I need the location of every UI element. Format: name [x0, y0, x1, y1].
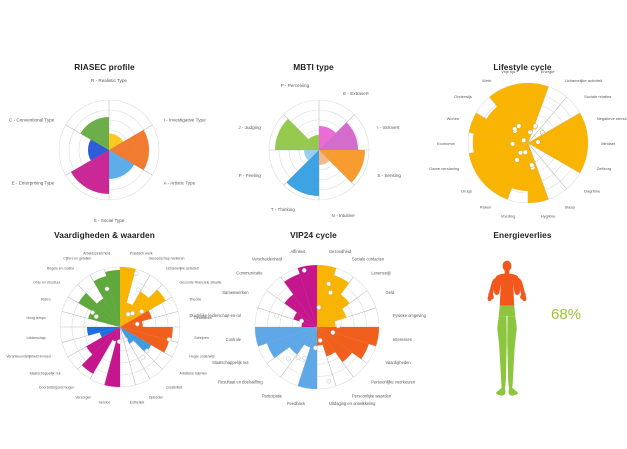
- svg-text:Wonen: Wonen: [447, 116, 460, 121]
- svg-text:Participatie: Participatie: [262, 394, 283, 399]
- svg-text:Leiderschap: Leiderschap: [27, 336, 46, 340]
- svg-text:C - Conventional Type: C - Conventional Type: [9, 118, 55, 123]
- svg-text:Verscheidenheid: Verscheidenheid: [252, 257, 283, 262]
- svg-text:Verzorgen: Verzorgen: [75, 395, 91, 399]
- svg-text:I - Introvert: I - Introvert: [377, 125, 400, 130]
- svg-text:Economie: Economie: [437, 141, 456, 146]
- svg-text:F - Feeling: F - Feeling: [239, 173, 261, 178]
- svg-text:Sociale contacten: Sociale contacten: [352, 257, 385, 262]
- svg-text:Regels en routine: Regels en routine: [47, 267, 74, 271]
- svg-text:Interesses: Interesses: [393, 337, 412, 342]
- svg-text:Gezondheid: Gezondheid: [329, 249, 352, 254]
- svg-text:Hoog tempo: Hoog tempo: [27, 316, 46, 320]
- svg-text:Roken: Roken: [480, 205, 492, 210]
- svg-text:Theorie: Theorie: [189, 297, 201, 301]
- svg-text:Resultaat en doelstelling: Resultaat en doelstelling: [218, 379, 263, 384]
- svg-text:Maatschappelijk nut: Maatschappelijk nut: [212, 360, 249, 365]
- svg-text:Zelfzorg: Zelfzorg: [597, 166, 611, 171]
- svg-text:Vaardigheden: Vaardigheden: [386, 360, 412, 365]
- svg-text:Negatieve stress: Negatieve stress: [597, 116, 627, 121]
- svg-text:Creativiteit: Creativiteit: [166, 386, 183, 390]
- svg-text:T - Thinking: T - Thinking: [271, 207, 296, 212]
- svg-text:Esthetiek: Esthetiek: [130, 400, 145, 404]
- svg-text:Drugs: Drugs: [461, 188, 472, 193]
- svg-text:Dagritme: Dagritme: [584, 188, 601, 193]
- svg-text:Hygiëne: Hygiëne: [541, 213, 556, 218]
- svg-text:Optreden: Optreden: [149, 395, 164, 399]
- svg-text:Risico: Risico: [41, 297, 51, 301]
- svg-text:Service: Service: [99, 400, 111, 404]
- svg-text:E - Extravert: E - Extravert: [343, 91, 369, 96]
- svg-text:Lichamelijke activiteit: Lichamelijke activiteit: [565, 78, 603, 83]
- svg-text:Arbeidszekerheid: Arbeidszekerheid: [83, 252, 110, 256]
- svg-text:A - Artistic Type: A - Artistic Type: [164, 181, 196, 186]
- svg-text:Praktisch werk: Praktisch werk: [130, 252, 153, 256]
- svg-text:Vrije tijd: Vrije tijd: [501, 69, 515, 74]
- svg-text:Communicatie: Communicatie: [236, 271, 263, 276]
- svg-text:Schrijven: Schrijven: [194, 336, 208, 340]
- svg-text:Energie: Energie: [541, 69, 556, 74]
- svg-text:Controle: Controle: [226, 337, 242, 342]
- svg-text:Maatschappelijk nut: Maatschappelijk nut: [30, 372, 61, 376]
- svg-text:E - Enterprising Type: E - Enterprising Type: [12, 181, 55, 186]
- svg-text:P - Perceiving: P - Perceiving: [281, 83, 310, 88]
- svg-text:Feedback: Feedback: [287, 401, 306, 406]
- svg-text:Game verslaving: Game verslaving: [429, 166, 459, 171]
- svg-text:Lichamelijke activiteit: Lichamelijke activiteit: [166, 267, 199, 271]
- svg-text:Uitdaging en ontwikkeling: Uitdaging en ontwikkeling: [329, 401, 376, 406]
- svg-text:Geld: Geld: [386, 290, 395, 295]
- svg-text:Gereedschap hanteren: Gereedschap hanteren: [149, 257, 185, 261]
- svg-text:Duidelijke leiderschap-en-rol: Duidelijke leiderschap-en-rol: [189, 313, 241, 318]
- svg-text:Orde en structuur: Orde en structuur: [33, 280, 61, 284]
- svg-text:Sociale relaties: Sociale relaties: [584, 94, 611, 99]
- svg-text:Persoonlijke voorkeuren: Persoonlijke voorkeuren: [371, 379, 416, 384]
- svg-text:Affiniteit: Affiniteit: [291, 249, 306, 254]
- svg-text:Werk: Werk: [482, 78, 491, 83]
- svg-text:I - Investigative Type: I - Investigative Type: [164, 118, 206, 123]
- svg-text:Artistieke talenten: Artistieke talenten: [180, 372, 208, 376]
- svg-text:Doorzettingsvermogen: Doorzettingsvermogen: [39, 386, 74, 390]
- svg-text:Samenwerken: Samenwerken: [222, 290, 249, 295]
- svg-text:S - Sensing: S - Sensing: [377, 173, 401, 178]
- svg-text:R - Realistic Type: R - Realistic Type: [91, 78, 127, 83]
- svg-text:N - Intuitive: N - Intuitive: [331, 213, 355, 218]
- svg-text:J - Judging: J - Judging: [238, 125, 261, 130]
- svg-text:Voeding: Voeding: [501, 213, 515, 218]
- svg-text:Onderwijs: Onderwijs: [454, 94, 472, 99]
- svg-text:Slaap: Slaap: [565, 205, 576, 210]
- svg-text:Cijfers en getallen: Cijfers en getallen: [63, 257, 91, 261]
- svg-text:Verantwoordelijkheid invloed: Verantwoordelijkheid invloed: [6, 355, 50, 359]
- svg-text:Mindset: Mindset: [601, 141, 616, 146]
- svg-text:Persoonlijke waarden: Persoonlijke waarden: [352, 394, 392, 399]
- svg-text:Levensstijl: Levensstijl: [371, 271, 390, 276]
